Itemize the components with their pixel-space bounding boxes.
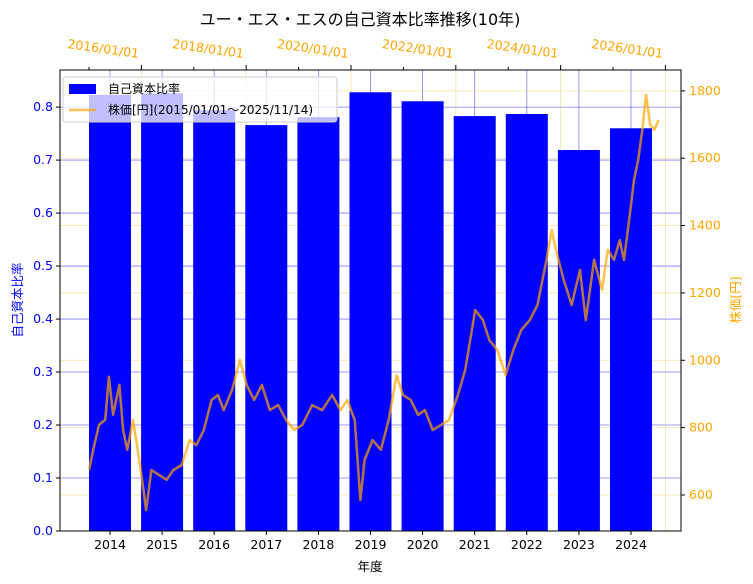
x-tick-label: 2019 [355, 537, 387, 552]
x-tick-label: 2016 [198, 537, 230, 552]
bar-2017 [245, 125, 288, 532]
bar-2014 [89, 94, 131, 531]
price-line [87, 93, 660, 512]
top-tick-label: 2026/01/01 [591, 36, 664, 61]
bar-2021 [453, 116, 496, 531]
y-right-tick-label: 600 [689, 487, 713, 502]
top-tick-label: 2022/01/01 [381, 36, 454, 61]
top-tick-label: 2020/01/01 [276, 36, 349, 61]
y-tick-label: 0.2 [33, 417, 53, 432]
top-tick-label: 2018/01/01 [171, 36, 244, 61]
y-tick-label: 0.4 [33, 311, 53, 326]
y-tick-label: 0.5 [33, 258, 53, 273]
legend-label-equity: 自己資本比率 [108, 81, 180, 96]
y-right-tick-label: 1400 [689, 218, 721, 233]
y-axis-right-label: 株価[円] [728, 276, 743, 323]
x-tick-label: 2020 [407, 537, 439, 552]
x-tick-label: 2024 [615, 537, 647, 552]
x-tick-label: 2023 [563, 537, 595, 552]
y-tick-label: 0.0 [33, 523, 53, 538]
x-tick-label: 2021 [459, 537, 491, 552]
bar-2018 [297, 117, 340, 532]
y-tick-label: 0.7 [33, 152, 53, 167]
y-axis-label: 自己資本比率 [10, 262, 25, 337]
y-tick-label: 0.3 [33, 364, 53, 379]
legend-label-price: 株価[円](2015/01/01～2025/11/14) [108, 102, 313, 117]
price-line-group [87, 93, 660, 512]
x-axis-label: 年度 [357, 559, 383, 574]
y-right-tick-label: 1000 [689, 352, 721, 367]
bars [89, 92, 652, 532]
bar-2024 [610, 128, 652, 531]
x-tick-label: 2018 [302, 537, 334, 552]
x-tick-label: 2014 [94, 537, 126, 552]
y-tick-label: 0.6 [33, 205, 53, 220]
x-tick-label: 2022 [511, 537, 543, 552]
legend: 自己資本比率 株価[円](2015/01/01～2025/11/14) [62, 76, 338, 123]
bar-2023 [557, 150, 600, 532]
top-tick-label: 2024/01/01 [486, 36, 559, 61]
bar-2019 [349, 92, 392, 531]
top-tick-label: 2016/01/01 [67, 36, 140, 61]
bar-2015 [141, 93, 184, 531]
x-tick-label: 2015 [146, 537, 178, 552]
y-tick-label: 0.1 [33, 470, 53, 485]
bar-2016 [193, 110, 236, 531]
y-right-tick-label: 1200 [689, 285, 721, 300]
x-tick-label: 2017 [250, 537, 282, 552]
chart-title: ユー・エス・エスの自己資本比率推移(10年) [200, 10, 521, 29]
bar-2020 [401, 101, 444, 532]
legend-bar-swatch [69, 84, 96, 94]
y-tick-label: 0.8 [33, 99, 53, 114]
y-right-tick-label: 800 [689, 420, 713, 435]
legend-box [62, 76, 338, 123]
y-right-tick-label: 1600 [689, 150, 721, 165]
y-right-tick-label: 1800 [689, 83, 721, 98]
